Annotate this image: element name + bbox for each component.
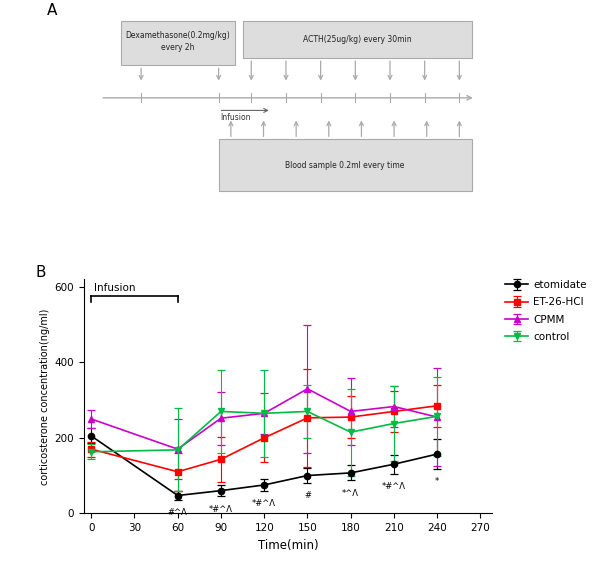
Text: Dexamethasone(0.2mg/kg)
every 2h: Dexamethasone(0.2mg/kg) every 2h	[125, 31, 230, 51]
Text: #: #	[304, 491, 311, 500]
Legend: etomidate, ET-26-HCl, CPMM, control: etomidate, ET-26-HCl, CPMM, control	[505, 280, 587, 342]
Text: Blood sample 0.2ml every time: Blood sample 0.2ml every time	[286, 161, 405, 170]
Text: *#^Λ: *#^Λ	[209, 505, 233, 514]
X-axis label: Time(min): Time(min)	[257, 539, 319, 552]
Bar	[243, 20, 472, 58]
Text: *#^Λ: *#^Λ	[252, 499, 276, 508]
Text: A: A	[47, 2, 58, 17]
Bar	[218, 139, 472, 191]
Text: *^Λ: *^Λ	[342, 489, 359, 498]
Text: *#^Λ: *#^Λ	[382, 482, 406, 491]
Text: #^Λ: #^Λ	[168, 508, 188, 517]
Text: *: *	[435, 477, 439, 486]
Text: B: B	[35, 266, 46, 280]
Text: ACTH(25ug/kg) every 30min: ACTH(25ug/kg) every 30min	[303, 35, 412, 44]
Text: Infusion: Infusion	[221, 113, 251, 122]
Text: Infusion: Infusion	[94, 284, 136, 293]
Y-axis label: corticosterone concentration(ng/ml): corticosterone concentration(ng/ml)	[40, 308, 50, 484]
Bar	[121, 20, 235, 65]
